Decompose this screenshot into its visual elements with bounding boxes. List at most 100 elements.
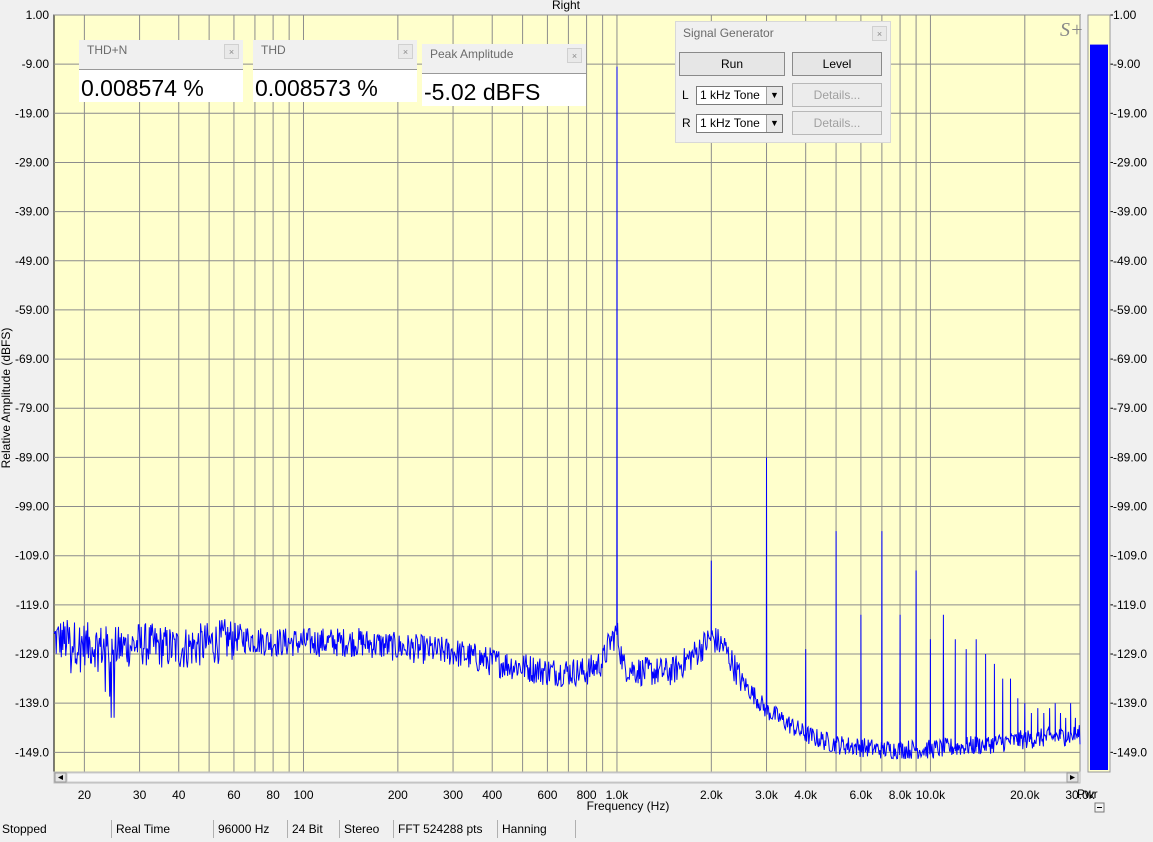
thd-title: THD — [261, 43, 286, 57]
splus-logo-icon: S+ — [1060, 19, 1084, 41]
right-details-button[interactable]: Details... — [792, 111, 882, 135]
close-icon[interactable]: × — [398, 44, 413, 59]
x-tick-label: 40 — [172, 788, 186, 802]
spectrum-series-line — [53, 66, 1081, 760]
x-tick-label: 1.0k — [606, 788, 630, 802]
status-state: Stopped — [0, 820, 112, 838]
y-tick-label-right: -119.0 — [1113, 598, 1146, 612]
thd-n-value: 0.008574 % — [79, 69, 243, 102]
x-tick-label: 4.0k — [794, 788, 818, 802]
y-tick-label-right: -19.00 — [1113, 106, 1147, 120]
plot-background — [53, 14, 1081, 773]
power-bar-fill — [1090, 44, 1108, 771]
x-tick-label: 2.0k — [700, 788, 724, 802]
x-tick-label: 3.0k — [755, 788, 779, 802]
x-tick-label: 30.0k — [1065, 788, 1095, 802]
chevron-down-icon[interactable]: ▼ — [766, 115, 782, 132]
y-tick-label: -79.00 — [15, 401, 49, 415]
y-tick-label: -59.00 — [15, 303, 49, 317]
x-tick-label: 300 — [443, 788, 463, 802]
y-tick-label-right: -9.00 — [1113, 57, 1141, 71]
y-tick-label-right: -139.0 — [1113, 696, 1147, 710]
right-signal-value: 1 kHz Tone — [700, 116, 760, 130]
left-details-button[interactable]: Details... — [792, 83, 882, 107]
y-tick-labels: 1.00 -9.00 -19.00 -29.00 -39.00 -49.00 -59.00 -… — [15, 8, 49, 759]
peak-amplitude-panel[interactable]: Peak Amplitude × -5.02 dBFS — [422, 44, 586, 106]
chevron-down-icon[interactable]: ▼ — [766, 87, 782, 104]
y-tick-label: -19.00 — [15, 106, 49, 120]
peak-amplitude-value: -5.02 dBFS — [422, 73, 586, 106]
close-icon[interactable]: × — [567, 48, 582, 63]
right-channel-label: R — [682, 116, 691, 130]
close-icon[interactable]: × — [224, 44, 239, 59]
scroll-thumb[interactable] — [66, 772, 1068, 783]
thd-n-panel[interactable]: THD+N × 0.008574 % — [79, 40, 243, 102]
status-bar: Stopped Real Time 96000 Hz 24 Bit Stereo… — [0, 818, 1153, 842]
status-channels: Stereo — [342, 820, 394, 838]
peak-amplitude-title: Peak Amplitude — [430, 47, 514, 61]
y-tick-label: -39.00 — [15, 205, 49, 219]
y-tick-label: -9.00 — [22, 57, 50, 71]
x-tick-label: 400 — [482, 788, 502, 802]
y-tick-label-right: -49.00 — [1113, 254, 1147, 268]
y-tick-label: -29.00 — [15, 155, 49, 169]
chart-title: Right — [552, 0, 581, 12]
status-sample-rate: 96000 Hz — [216, 820, 288, 838]
scroll-left-arrow — [58, 775, 63, 780]
thd-n-title: THD+N — [87, 43, 128, 57]
spectrum-chart[interactable]: Right 1.00 -9.00 -19.00 -29.00 -39.00 -49.00 -… — [0, 0, 1153, 818]
x-tick-label: 20.0k — [1010, 788, 1040, 802]
y-tick-label-right: 1.00 — [1113, 8, 1137, 22]
thd-panel[interactable]: THD × 0.008573 % — [253, 40, 417, 102]
x-tick-label: 800 — [577, 788, 597, 802]
y-tick-label: -139.0 — [15, 696, 49, 710]
y-tick-label: -69.00 — [15, 352, 49, 366]
left-channel-label: L — [682, 88, 689, 102]
signal-generator-title: Signal Generator — [683, 26, 774, 40]
x-tick-label: 600 — [537, 788, 557, 802]
signal-generator-panel[interactable]: Signal Generator × Run Level L 1 kHz Ton… — [675, 21, 891, 143]
scroll-right-arrow — [1070, 775, 1075, 780]
y-tick-label: -49.00 — [15, 254, 49, 268]
x-tick-label: 60 — [227, 788, 241, 802]
y-tick-label-right: -89.00 — [1113, 450, 1147, 464]
run-button[interactable]: Run — [679, 52, 785, 76]
x-tick-label: 10.0k — [916, 788, 946, 802]
y-tick-label: -129.0 — [15, 647, 49, 661]
y-axis-label: Relative Amplitude (dBFS) — [0, 328, 13, 469]
y-tick-label-right: -69.00 — [1113, 352, 1147, 366]
y-tick-label-right: -39.00 — [1113, 205, 1147, 219]
y-tick-label: -99.00 — [15, 500, 49, 514]
y-tick-labels-right: 1.00 -9.00 -19.00 -29.00 -39.00 -49.00 -59.00 -… — [1109, 8, 1147, 759]
y-tick-label-right: -109.0 — [1113, 549, 1147, 563]
status-fft-size: FFT 524288 pts — [396, 820, 498, 838]
y-tick-label-right: -29.00 — [1113, 155, 1147, 169]
x-tick-label: 8.0k — [889, 788, 913, 802]
y-tick-label: 1.00 — [26, 8, 50, 22]
x-tick-labels: 20 30 40 60 80 100 200 300 400 600 800 1.0k 2.0k 3.0k… — [78, 788, 1096, 802]
x-axis-label: Frequency (Hz) — [587, 799, 670, 813]
level-button[interactable]: Level — [792, 52, 882, 76]
y-tick-label: -119.0 — [16, 598, 49, 612]
y-tick-label-right: -129.0 — [1113, 647, 1147, 661]
x-tick-label: 200 — [388, 788, 408, 802]
left-signal-value: 1 kHz Tone — [700, 88, 760, 102]
x-tick-label: 80 — [266, 788, 280, 802]
power-bar-label: Pwr — [1077, 787, 1098, 801]
y-tick-label: -89.00 — [15, 450, 49, 464]
right-signal-select[interactable]: 1 kHz Tone ▼ — [696, 114, 783, 133]
x-tick-label: 100 — [293, 788, 313, 802]
left-signal-select[interactable]: 1 kHz Tone ▼ — [696, 86, 783, 105]
y-tick-label: -109.0 — [15, 549, 49, 563]
close-icon[interactable]: × — [872, 26, 887, 41]
x-tick-label: 30 — [133, 788, 147, 802]
y-tick-label-right: -79.00 — [1113, 401, 1147, 415]
thd-value: 0.008573 % — [253, 69, 417, 102]
y-tick-label-right: -99.00 — [1113, 500, 1147, 514]
status-mode: Real Time — [114, 820, 214, 838]
y-tick-label-right: -59.00 — [1113, 303, 1147, 317]
y-tick-label: -149.0 — [15, 745, 49, 759]
y-tick-label-right: -149.0 — [1113, 745, 1147, 759]
status-bit-depth: 24 Bit — [290, 820, 340, 838]
x-tick-label: 6.0k — [850, 788, 874, 802]
